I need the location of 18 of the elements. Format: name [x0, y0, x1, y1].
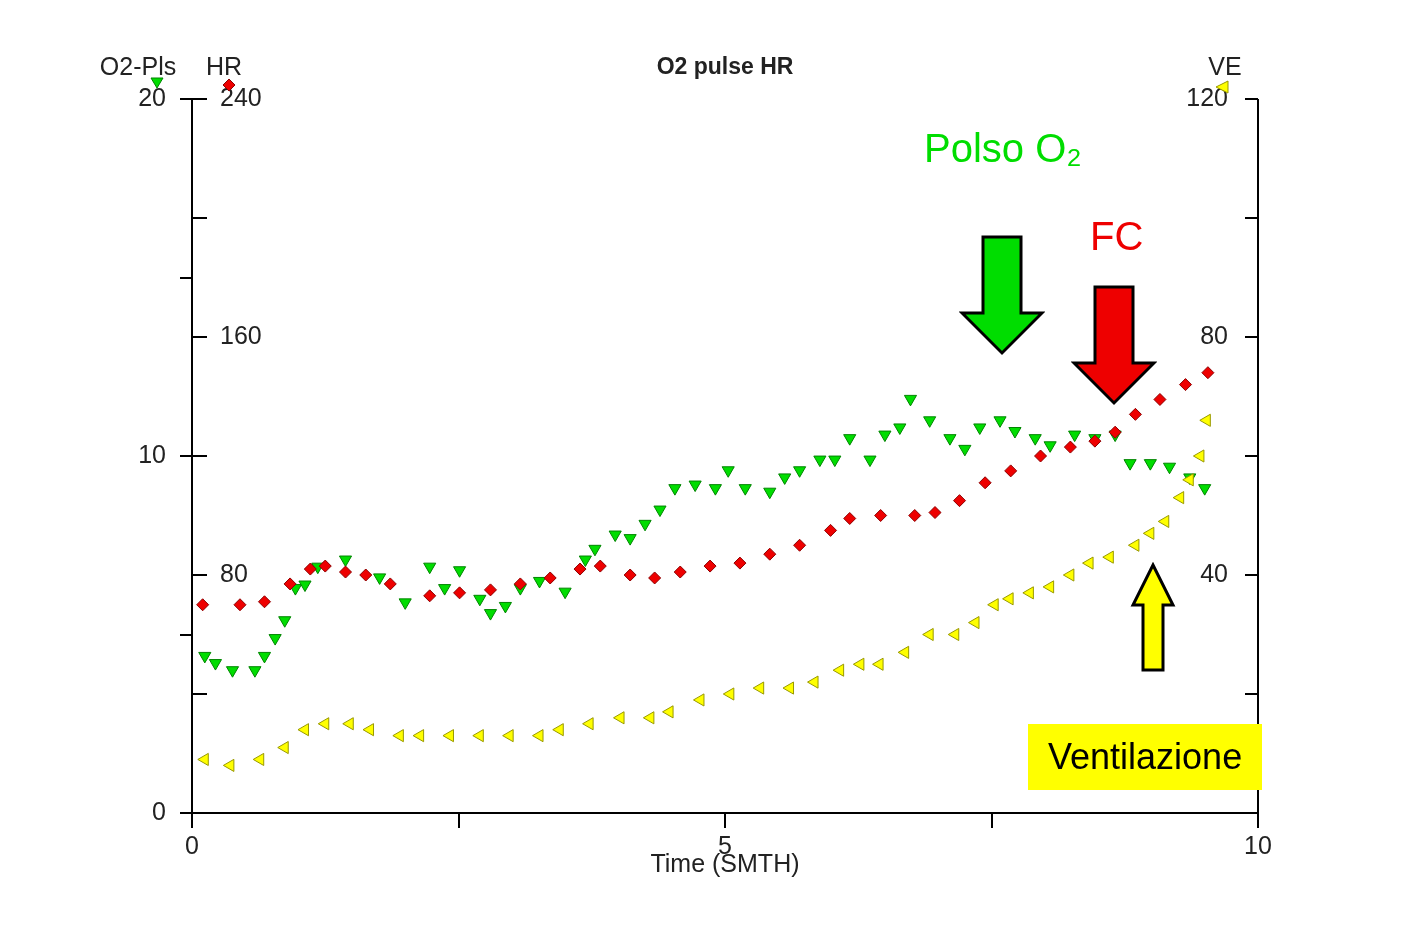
text: FC [1090, 214, 1144, 259]
chart-title: O2 pulse HR [656, 53, 794, 80]
x-tick-label: 0 [185, 830, 199, 859]
y2-tick-label: 160 [220, 320, 262, 349]
text: Ventilazione [1028, 724, 1263, 790]
x-tick-label: 10 [1244, 830, 1272, 859]
y3-axis-title: VE [1208, 51, 1242, 80]
y-tick-label: 0 [152, 796, 166, 825]
y3-tick-label: 120 [1186, 82, 1228, 111]
y2-axis-title: HR [205, 51, 243, 80]
y3-tick-label: 80 [1200, 320, 1228, 349]
y-axis-title: O2-Pls [99, 51, 177, 80]
y2-tick-label: 80 [220, 558, 248, 587]
y3-tick-label: 40 [1200, 558, 1228, 587]
y2-tick-label: 240 [220, 82, 262, 111]
y-tick-label: 10 [138, 439, 166, 468]
text: Polso O₂ [924, 126, 1082, 171]
y-tick-label: 20 [138, 82, 166, 111]
